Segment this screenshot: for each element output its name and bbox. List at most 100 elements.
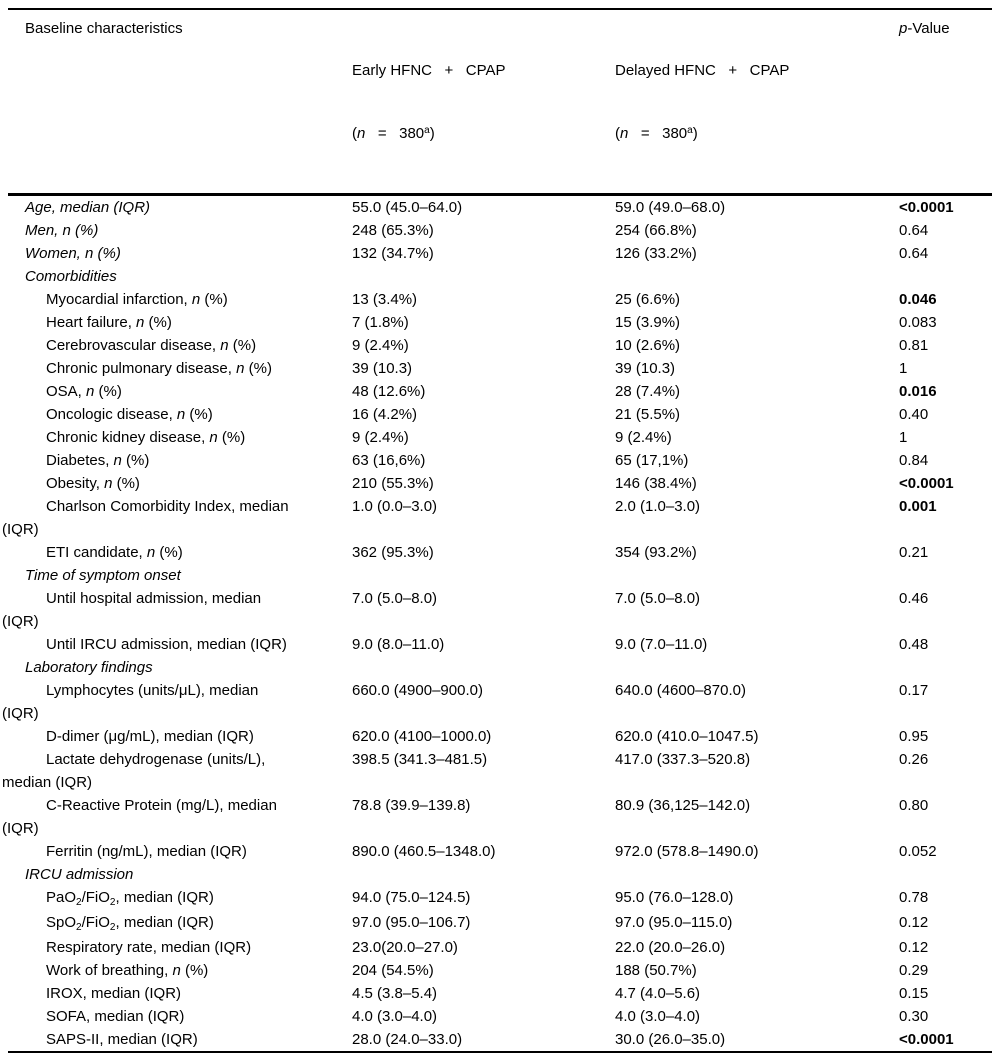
- value-early: 28.0 (24.0–33.0): [352, 1031, 463, 1048]
- value-delayed: 354 (93.2%): [615, 544, 697, 561]
- row-label: D-dimer (μg/mL), median (IQR): [46, 728, 254, 745]
- row-label: Men, n (%): [25, 222, 99, 239]
- p-value: 0.12: [899, 939, 929, 956]
- value-early: 890.0 (460.5–1348.0): [352, 843, 496, 860]
- header-early-hfnc-cpap: Early HFNC + CPAP (n = 380a): [352, 18, 615, 188]
- header-delayed-hfnc-cpap: Delayed HFNC + CPAP (n = 380a): [615, 18, 899, 188]
- value-early: 9.0 (8.0–11.0): [352, 636, 445, 653]
- row-label: IROX, median (IQR): [46, 985, 182, 1002]
- table-row: PaO2/FiO2, median (IQR) 94.0 (75.0–124.5)…: [8, 886, 992, 911]
- table-row: Oncologic disease, n (%) 16 (4.2%) 21 (5.5…: [8, 403, 992, 426]
- section-row: Comorbidities: [8, 265, 992, 288]
- table-row: SAPS-II, median (IQR) 28.0 (24.0–33.0) 30.…: [8, 1028, 992, 1051]
- value-delayed: 28 (7.4%): [615, 383, 681, 400]
- value-delayed: 9.0 (7.0–11.0): [615, 636, 708, 653]
- row-label: SpO2/FiO2, median (IQR): [46, 914, 214, 933]
- value-delayed: 7.0 (5.0–8.0): [615, 590, 701, 607]
- table-row: Age, median (IQR) 55.0 (45.0–64.0) 59.0 (4…: [8, 196, 992, 219]
- section-row: Time of symptom onset: [8, 564, 992, 587]
- row-label: Laboratory findings: [25, 659, 153, 676]
- value-early: 248 (65.3%): [352, 222, 434, 239]
- header-early-line2: (n = 380a): [352, 125, 435, 142]
- value-early: 660.0 (4900–900.0): [352, 682, 483, 699]
- row-label: C-Reactive Protein (mg/L), median (IQR): [2, 797, 277, 837]
- row-label: SOFA, median (IQR): [46, 1008, 185, 1025]
- row-label: Time of symptom onset: [25, 567, 181, 584]
- row-label: Charlson Comorbidity Index, median (IQR): [2, 498, 289, 538]
- table-row: Charlson Comorbidity Index, median (IQR) 1…: [2, 495, 992, 541]
- value-delayed: 10 (2.6%): [615, 337, 681, 354]
- section-row: IRCU admission: [8, 863, 992, 886]
- value-delayed: 97.0 (95.0–115.0): [615, 914, 733, 931]
- value-early: 9 (2.4%): [352, 429, 409, 446]
- row-label: ETI candidate, n (%): [46, 544, 183, 561]
- value-delayed: 21 (5.5%): [615, 406, 681, 423]
- table-top-rule: [8, 8, 992, 10]
- header-delayed-line1: Delayed HFNC + CPAP: [615, 62, 790, 79]
- table-row: Heart failure, n (%) 7 (1.8%) 15 (3.9%) 0.0…: [8, 311, 992, 334]
- p-value: 0.26: [899, 751, 929, 768]
- value-early: 4.5 (3.8–5.4): [352, 985, 438, 1002]
- table-header-row: Baseline characteristics Early HFNC + CP…: [8, 10, 992, 193]
- value-delayed: 4.7 (4.0–5.6): [615, 985, 701, 1002]
- header-baseline-characteristics: Baseline characteristics: [25, 20, 183, 37]
- p-value: 0.30: [899, 1008, 929, 1025]
- table-row: Respiratory rate, median (IQR) 23.0(20.0–…: [8, 936, 992, 959]
- value-delayed: 22.0 (20.0–26.0): [615, 939, 726, 956]
- p-value: 0.15: [899, 985, 929, 1002]
- row-label: IRCU admission: [25, 866, 134, 883]
- value-early: 9 (2.4%): [352, 337, 409, 354]
- p-value: 0.78: [899, 889, 929, 906]
- p-value: 0.052: [899, 843, 937, 860]
- p-value: 0.083: [899, 314, 937, 331]
- p-value: <0.0001: [899, 475, 954, 492]
- table-row: Until IRCU admission, median (IQR) 9.0 (8…: [8, 633, 992, 656]
- row-label: Obesity, n (%): [46, 475, 140, 492]
- p-value: 0.29: [899, 962, 929, 979]
- row-label: Until IRCU admission, median (IQR): [46, 636, 287, 653]
- value-early: 13 (3.4%): [352, 291, 418, 308]
- p-value: 0.001: [899, 498, 937, 515]
- p-value: 0.95: [899, 728, 929, 745]
- value-delayed: 2.0 (1.0–3.0): [615, 498, 701, 515]
- value-early: 23.0(20.0–27.0): [352, 939, 458, 956]
- row-label: Age, median (IQR): [25, 199, 151, 216]
- table-row: Chronic kidney disease, n (%) 9 (2.4%) 9 (…: [8, 426, 992, 449]
- value-early: 620.0 (4100–1000.0): [352, 728, 492, 745]
- value-early: 398.5 (341.3–481.5): [352, 751, 488, 768]
- table-row: D-dimer (μg/mL), median (IQR) 620.0 (4100…: [8, 725, 992, 748]
- header-p-value: p-Value: [899, 20, 950, 37]
- value-delayed: 80.9 (36,125–142.0): [615, 797, 751, 814]
- row-label: Ferritin (ng/mL), median (IQR): [46, 843, 247, 860]
- value-early: 16 (4.2%): [352, 406, 418, 423]
- table-row: Men, n (%) 248 (65.3%) 254 (66.8%) 0.64: [8, 219, 992, 242]
- p-value: <0.0001: [899, 1031, 954, 1048]
- value-early: 1.0 (0.0–3.0): [352, 498, 438, 515]
- value-delayed: 39 (10.3): [615, 360, 676, 377]
- value-delayed: 254 (66.8%): [615, 222, 697, 239]
- value-delayed: 126 (33.2%): [615, 245, 697, 262]
- table-row: Ferritin (ng/mL), median (IQR) 890.0 (460…: [8, 840, 992, 863]
- p-value: 0.80: [899, 797, 929, 814]
- value-delayed: 640.0 (4600–870.0): [615, 682, 746, 699]
- value-early: 78.8 (39.9–139.8): [352, 797, 471, 814]
- value-early: 55.0 (45.0–64.0): [352, 199, 463, 216]
- value-delayed: 146 (38.4%): [615, 475, 697, 492]
- p-value: 0.64: [899, 222, 929, 239]
- table-row: IROX, median (IQR) 4.5 (3.8–5.4) 4.7 (4.0–…: [8, 982, 992, 1005]
- row-label: Comorbidities: [25, 268, 117, 285]
- table-row: C-Reactive Protein (mg/L), median (IQR) 78…: [2, 794, 992, 840]
- value-delayed: 972.0 (578.8–1490.0): [615, 843, 759, 860]
- header-early-line1: Early HFNC + CPAP: [352, 62, 506, 79]
- row-label: Lactate dehydrogenase (units/L), median (…: [2, 751, 266, 791]
- value-early: 204 (54.5%): [352, 962, 434, 979]
- table-body: Age, median (IQR) 55.0 (45.0–64.0) 59.0 (4…: [2, 196, 992, 1051]
- row-label: Lymphocytes (units/μL), median (IQR): [2, 682, 259, 722]
- p-value: 0.17: [899, 682, 929, 699]
- table-row: Work of breathing, n (%) 204 (54.5%) 188 (…: [8, 959, 992, 982]
- value-delayed: 9 (2.4%): [615, 429, 672, 446]
- row-label: OSA, n (%): [46, 383, 122, 400]
- value-early: 7.0 (5.0–8.0): [352, 590, 438, 607]
- row-label: Until hospital admission, median (IQR): [2, 590, 262, 630]
- p-value: 0.46: [899, 590, 929, 607]
